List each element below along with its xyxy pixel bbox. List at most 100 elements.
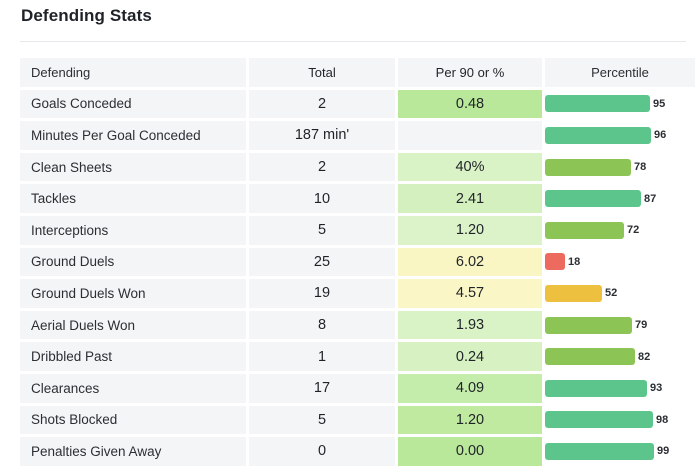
stat-total: 5 — [249, 405, 395, 435]
table-row: Shots Blocked 5 1.20 98 — [20, 405, 695, 435]
stat-percentile: 82 — [545, 342, 695, 371]
percentile-value: 87 — [644, 192, 657, 205]
stat-per90: 0.24 — [398, 342, 542, 371]
table-row: Ground Duels Won 19 4.57 52 — [20, 279, 695, 308]
section-title: Defending Stats — [21, 6, 152, 25]
percentile-bar — [545, 316, 632, 334]
stat-label: Ground Duels — [20, 247, 246, 277]
percentile-value: 98 — [656, 413, 669, 426]
percentile-bar-wrap: 72 — [545, 216, 695, 245]
header-total: Total — [249, 58, 395, 87]
stat-percentile: 93 — [545, 373, 695, 403]
percentile-bar — [545, 190, 641, 208]
stat-label: Clean Sheets — [20, 152, 246, 182]
table-row: Dribbled Past 1 0.24 82 — [20, 342, 695, 371]
percentile-bar — [545, 95, 650, 113]
stat-per90: 1.20 — [398, 215, 542, 245]
title-divider — [20, 41, 686, 42]
percentile-value: 99 — [657, 445, 670, 458]
header-percentile: Percentile — [545, 58, 695, 87]
stat-total: 2 — [249, 152, 395, 182]
table-header-row: Defending Total Per 90 or % Percentile — [20, 58, 695, 87]
stat-total: 187 min' — [249, 121, 395, 150]
table-row: Minutes Per Goal Conceded 187 min' 96 — [20, 121, 695, 150]
stat-total: 8 — [249, 310, 395, 340]
header-per90: Per 90 or % — [398, 58, 542, 87]
percentile-bar-wrap: 93 — [545, 374, 695, 403]
percentile-value: 72 — [627, 224, 640, 237]
table-row: Ground Duels 25 6.02 18 — [20, 247, 695, 277]
stat-per90: 1.93 — [398, 310, 542, 340]
table-row: Aerial Duels Won 8 1.93 79 — [20, 310, 695, 340]
table-row: Tackles 10 2.41 87 — [20, 184, 695, 213]
percentile-bar — [545, 253, 565, 271]
stat-per90: 1.20 — [398, 405, 542, 435]
percentile-bar — [545, 284, 602, 302]
stat-label: Shots Blocked — [20, 405, 246, 435]
stat-percentile: 87 — [545, 184, 695, 213]
table-row: Clean Sheets 2 40% 78 — [20, 152, 695, 182]
percentile-bar-wrap: 87 — [545, 184, 695, 213]
stat-label: Clearances — [20, 373, 246, 403]
stat-percentile: 72 — [545, 215, 695, 245]
percentile-value: 95 — [653, 97, 666, 110]
table-body: Goals Conceded 2 0.48 95 Minutes Per Goal Co… — [20, 89, 695, 466]
stat-percentile: 95 — [545, 89, 695, 119]
percentile-value: 96 — [654, 129, 667, 142]
percentile-bar — [545, 348, 635, 366]
percentile-value: 79 — [635, 319, 648, 332]
table-row: Goals Conceded 2 0.48 95 — [20, 89, 695, 119]
stat-percentile: 99 — [545, 437, 695, 466]
table-row: Interceptions 5 1.20 72 — [20, 215, 695, 245]
percentile-bar — [545, 442, 654, 460]
stat-percentile: 18 — [545, 247, 695, 277]
stat-label: Dribbled Past — [20, 342, 246, 371]
percentile-bar — [545, 158, 631, 176]
stat-per90: 0.00 — [398, 437, 542, 466]
stat-label: Goals Conceded — [20, 89, 246, 119]
stat-per90: 4.09 — [398, 373, 542, 403]
stat-label: Tackles — [20, 184, 246, 213]
stat-label: Aerial Duels Won — [20, 310, 246, 340]
stat-total: 17 — [249, 373, 395, 403]
table-row: Clearances 17 4.09 93 — [20, 373, 695, 403]
percentile-bar-wrap: 95 — [545, 90, 695, 119]
stat-label: Ground Duels Won — [20, 279, 246, 308]
stat-label: Minutes Per Goal Conceded — [20, 121, 246, 150]
percentile-value: 52 — [605, 287, 618, 300]
percentile-bar — [545, 221, 624, 239]
percentile-bar-wrap: 52 — [545, 279, 695, 308]
stat-per90: 0.48 — [398, 89, 542, 119]
percentile-bar-wrap: 96 — [545, 121, 695, 150]
stat-total: 1 — [249, 342, 395, 371]
percentile-bar — [545, 126, 651, 144]
stat-total: 5 — [249, 215, 395, 245]
stat-label: Interceptions — [20, 215, 246, 245]
stat-percentile: 78 — [545, 152, 695, 182]
percentile-value: 18 — [568, 255, 581, 268]
stat-total: 0 — [249, 437, 395, 466]
stat-percentile: 79 — [545, 310, 695, 340]
stat-per90: 40% — [398, 152, 542, 182]
percentile-value: 93 — [650, 382, 663, 395]
stat-total: 19 — [249, 279, 395, 308]
percentile-bar — [545, 379, 647, 397]
percentile-bar-wrap: 18 — [545, 248, 695, 277]
stat-per90: 2.41 — [398, 184, 542, 213]
stat-percentile: 96 — [545, 121, 695, 150]
percentile-bar-wrap: 99 — [545, 437, 695, 466]
stat-total: 2 — [249, 89, 395, 119]
percentile-bar-wrap: 82 — [545, 342, 695, 371]
percentile-value: 82 — [638, 350, 651, 363]
stat-per90 — [398, 121, 542, 150]
stat-total: 10 — [249, 184, 395, 213]
stat-per90: 6.02 — [398, 247, 542, 277]
table-row: Penalties Given Away 0 0.00 99 — [20, 437, 695, 466]
stat-per90: 4.57 — [398, 279, 542, 308]
percentile-bar — [545, 411, 653, 429]
percentile-bar-wrap: 98 — [545, 406, 695, 435]
percentile-bar-wrap: 79 — [545, 311, 695, 340]
stat-percentile: 98 — [545, 405, 695, 435]
percentile-value: 78 — [634, 161, 647, 174]
